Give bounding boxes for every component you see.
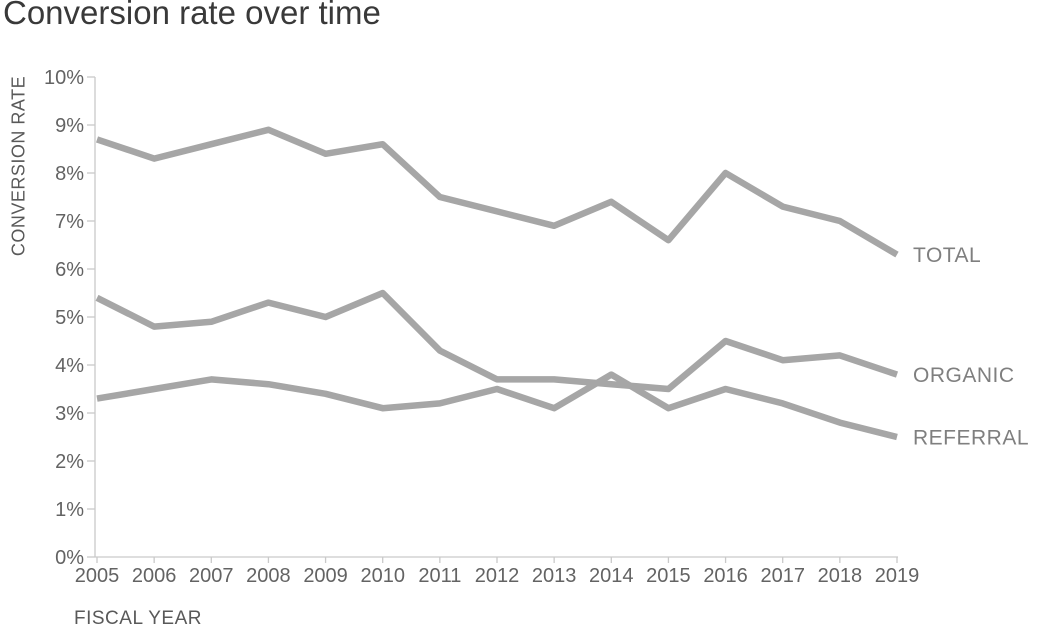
line-organic bbox=[95, 289, 899, 393]
line-total bbox=[95, 126, 899, 258]
series-label-total: TOTAL bbox=[913, 244, 981, 267]
y-tick-label: 1% bbox=[55, 499, 84, 521]
x-tick-label: 2006 bbox=[132, 565, 177, 587]
y-axis-title: CONVERSION RATE bbox=[8, 75, 29, 257]
y-tick-label: 5% bbox=[55, 307, 84, 329]
y-tick-label: 8% bbox=[55, 163, 84, 185]
x-tick-label: 2013 bbox=[532, 565, 577, 587]
x-tick-label: 2018 bbox=[818, 565, 863, 587]
y-tick-label: 3% bbox=[55, 403, 84, 425]
x-tick-label: 2008 bbox=[246, 565, 291, 587]
y-tick-label: 9% bbox=[55, 115, 84, 137]
x-tick-label: 2012 bbox=[475, 565, 520, 587]
series-label-referral: REFERRAL bbox=[913, 427, 1029, 450]
x-tick-label: 2017 bbox=[760, 565, 805, 587]
x-axis-title: FISCAL YEAR bbox=[74, 608, 202, 629]
x-tick-label: 2016 bbox=[703, 565, 748, 587]
y-tick-label: 6% bbox=[55, 259, 84, 281]
x-tick-label: 2019 bbox=[875, 565, 920, 587]
x-tick-label: 2014 bbox=[589, 565, 634, 587]
y-tick-label: 10% bbox=[44, 67, 84, 89]
x-tick-label: 2015 bbox=[646, 565, 691, 587]
chart-title: Conversion rate over time bbox=[3, 0, 381, 31]
line-referral bbox=[96, 371, 898, 441]
y-tick-label: 4% bbox=[55, 355, 84, 377]
x-tick-label: 2005 bbox=[75, 565, 120, 587]
series-label-organic: ORGANIC bbox=[913, 364, 1015, 387]
y-tick-label: 0% bbox=[55, 547, 84, 569]
y-tick-label: 2% bbox=[55, 451, 84, 473]
x-tick-label: 2011 bbox=[418, 565, 461, 587]
x-tick-label: 2007 bbox=[189, 565, 234, 587]
y-tick-label: 7% bbox=[55, 211, 84, 233]
x-tick-label: 2010 bbox=[360, 565, 405, 587]
x-tick-label: 2009 bbox=[303, 565, 348, 587]
